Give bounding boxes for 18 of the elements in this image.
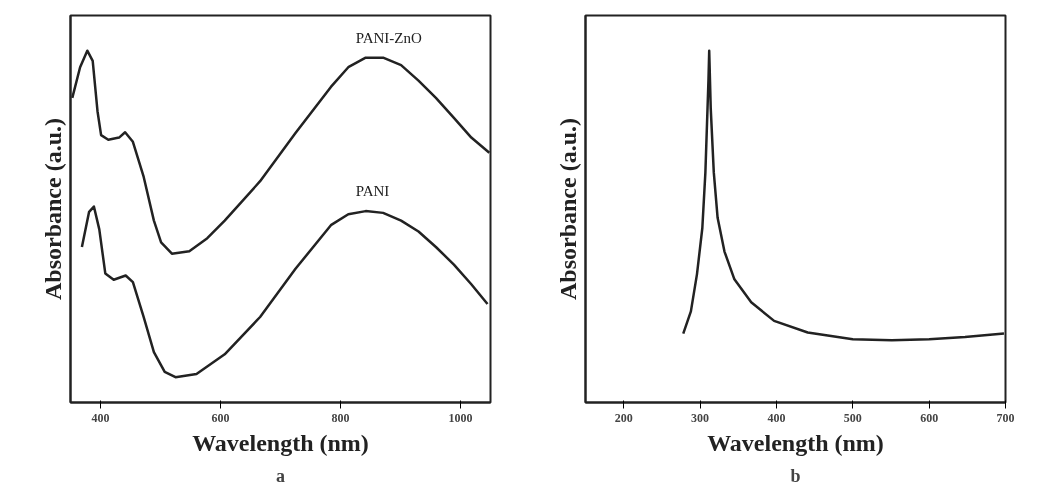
x-tick-label: 1000	[448, 410, 473, 425]
x-tick-label: 500	[843, 410, 862, 425]
x-tick-label: 200	[614, 410, 633, 425]
x-tick-label: 600	[211, 410, 230, 425]
series-label: PANI-ZnO	[355, 29, 422, 46]
series-label: PANI	[355, 183, 390, 200]
text: b	[790, 465, 801, 486]
x-tick-label: 800	[331, 410, 350, 425]
y-axis-title: Absorbance (a.u.)	[554, 117, 581, 300]
text: a	[276, 465, 285, 486]
x-tick-label: 700	[996, 410, 1015, 425]
x-tick-label: 300	[691, 410, 710, 425]
x-tick-label: 600	[920, 410, 939, 425]
x-axis-title: Wavelength (nm)	[192, 429, 369, 456]
x-tick-label: 400	[91, 410, 110, 425]
x-axis-title: Wavelength (nm)	[707, 429, 884, 456]
x-tick-label: 400	[767, 410, 786, 425]
y-axis-title: Absorbance (a.u.)	[39, 117, 66, 300]
